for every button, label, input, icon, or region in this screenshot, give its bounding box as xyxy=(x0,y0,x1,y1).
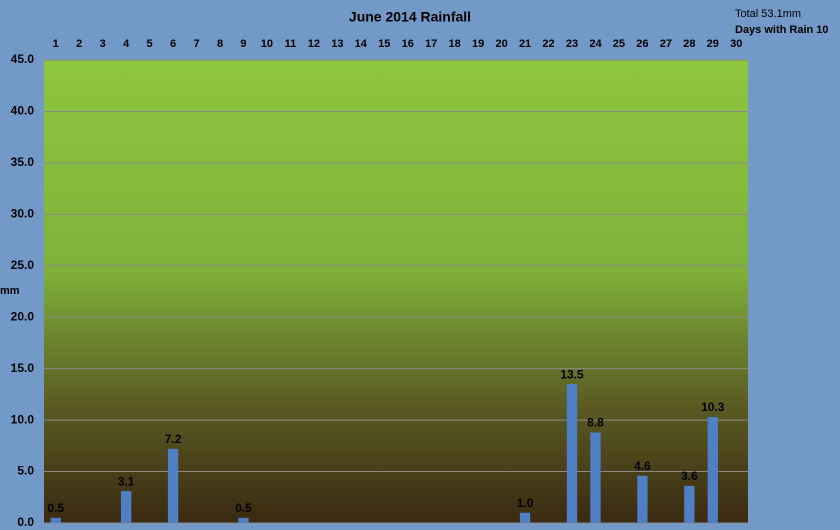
value-label: 7.2 xyxy=(165,432,182,446)
x-tick-label: 2 xyxy=(76,38,82,50)
bar xyxy=(167,448,179,523)
x-tick-label: 14 xyxy=(355,38,368,50)
x-tick-label: 13 xyxy=(331,38,343,50)
x-tick-label: 8 xyxy=(217,38,223,50)
plot-area xyxy=(44,60,748,523)
bar xyxy=(637,475,648,523)
annotation: Days with Rain 10 xyxy=(735,24,829,36)
value-label: 1.0 xyxy=(517,496,534,510)
y-axis-label: mm xyxy=(0,285,20,297)
x-tick-label: 24 xyxy=(589,38,602,50)
y-tick-label: 45.0 xyxy=(11,52,35,66)
value-label: 8.8 xyxy=(587,416,604,430)
y-tick-label: 0.0 xyxy=(17,515,34,529)
x-tick-label: 19 xyxy=(472,38,484,50)
x-tick-label: 29 xyxy=(707,38,719,50)
y-tick-label: 15.0 xyxy=(11,361,35,375)
y-tick-label: 40.0 xyxy=(11,104,35,118)
bar xyxy=(684,485,695,523)
x-tick-label: 16 xyxy=(402,38,414,50)
x-tick-label: 23 xyxy=(566,38,578,50)
bar xyxy=(707,417,718,523)
value-label: 13.5 xyxy=(560,367,584,381)
x-tick-label: 1 xyxy=(53,38,59,50)
annotation: Total 53.1mm xyxy=(735,8,801,20)
bar xyxy=(519,512,531,523)
x-tick-label: 5 xyxy=(147,38,153,50)
value-label: 10.3 xyxy=(701,400,725,414)
value-label: 3.1 xyxy=(118,474,135,488)
y-tick-label: 25.0 xyxy=(11,258,35,272)
y-tick-label: 20.0 xyxy=(11,309,35,323)
x-tick-label: 10 xyxy=(261,38,273,50)
y-tick-label: 30.0 xyxy=(11,207,35,221)
y-tick-label: 35.0 xyxy=(11,155,35,169)
x-tick-label: 11 xyxy=(285,38,297,50)
x-tick-label: 7 xyxy=(193,38,199,50)
x-tick-label: 25 xyxy=(613,38,625,50)
bar xyxy=(120,491,132,523)
x-tick-label: 26 xyxy=(636,38,648,50)
x-tick-label: 27 xyxy=(660,38,672,50)
x-tick-label: 3 xyxy=(100,38,106,50)
x-tick-label: 4 xyxy=(123,38,130,50)
value-label: 4.6 xyxy=(634,459,651,473)
x-tick-label: 17 xyxy=(425,38,437,50)
chart-title: June 2014 Rainfall xyxy=(349,9,471,25)
value-label: 0.5 xyxy=(235,501,252,515)
x-tick-label: 20 xyxy=(495,38,507,50)
x-tick-label: 22 xyxy=(542,38,554,50)
bar xyxy=(566,384,578,523)
x-tick-label: 6 xyxy=(170,38,176,50)
x-tick-label: 21 xyxy=(519,38,531,50)
x-tick-label: 12 xyxy=(308,38,320,50)
x-tick-label: 15 xyxy=(378,38,390,50)
x-tick-label: 9 xyxy=(240,38,246,50)
x-tick-label: 30 xyxy=(730,38,742,50)
y-tick-label: 5.0 xyxy=(17,464,34,478)
value-label: 3.6 xyxy=(681,469,698,483)
value-label: 0.5 xyxy=(47,501,64,515)
bar xyxy=(238,517,249,523)
x-tick-label: 28 xyxy=(683,38,695,50)
bar xyxy=(590,432,601,523)
x-tick-label: 18 xyxy=(449,38,461,50)
y-tick-label: 10.0 xyxy=(11,412,35,426)
bar xyxy=(50,517,61,523)
